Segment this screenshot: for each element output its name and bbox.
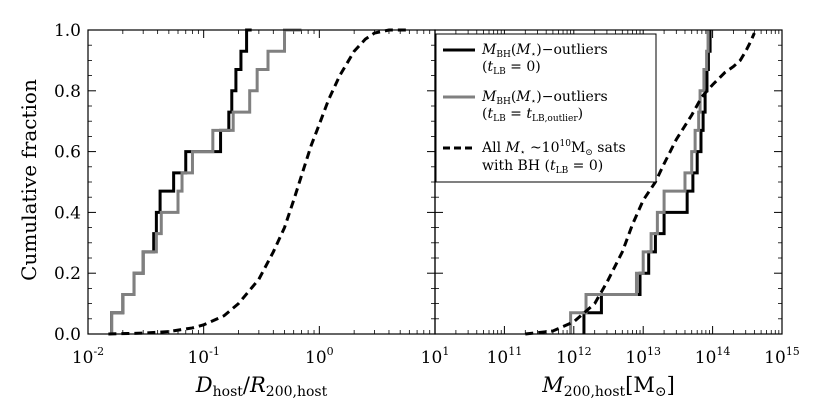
x-axis-label-left: Dhost/R200,host: [195, 373, 328, 400]
legend-entry-3-sub: with BH (tLB = 0): [482, 158, 603, 176]
legend-entry-1-sub: (tLB = 0): [482, 59, 541, 77]
x-tick-label: 101: [421, 345, 450, 368]
axis-ticks: [87, 29, 436, 335]
y-tick-label: 0.4: [54, 203, 81, 223]
left-panel: 0.0 0.2 0.4 0.6 0.8 1.0 10-2 10-1 100 101 Dhost/…: [54, 21, 449, 400]
outliers-tlb-outlier-line: [569, 30, 710, 334]
x-axis-label-right: M200,host[M⊙]: [541, 373, 675, 400]
x-tick-label: 1012: [556, 345, 592, 368]
y-tick-label: 0.8: [54, 82, 81, 102]
legend-entry-2: MBH(M⋆)−outliers (tLB = tLB,outlier): [443, 89, 608, 124]
legend-entry-2-label: MBH(M⋆)−outliers: [481, 89, 608, 107]
series-lines: [525, 30, 756, 336]
y-tick-label: 1.0: [54, 21, 81, 41]
x-tick-label: 1011: [487, 345, 523, 368]
series-lines: [108, 28, 410, 336]
x-tick-label: 1015: [764, 345, 800, 368]
outliers-tlb-outlier-line: [110, 28, 302, 334]
outliers-tlb0-line: [582, 30, 712, 334]
right-panel: 1011 1012 1013 1014 1015 M200,host[M⊙]: [434, 29, 800, 400]
legend-entry-1-label: MBH(M⋆)−outliers: [481, 42, 608, 60]
legend-entry-1: MBH(M⋆)−outliers (tLB = 0): [443, 42, 608, 77]
x-tick-label: 10-2: [72, 345, 104, 368]
x-tick-labels: 1011 1012 1013 1014 1015: [487, 345, 800, 368]
axes-frame: [434, 29, 783, 335]
y-tick-label: 0.6: [54, 143, 81, 163]
y-tick-label: 0.0: [54, 325, 81, 345]
all-satellites-line: [525, 32, 756, 336]
y-tick-label: 0.2: [54, 264, 81, 284]
x-tick-label: 100: [305, 345, 334, 368]
legend-entry-3: All M⋆ ~1010M⊙ sats with BH (tLB = 0): [443, 139, 626, 176]
x-tick-labels: 10-2 10-1 100 101: [72, 345, 450, 368]
legend-entry-2-sub: (tLB = tLB,outlier): [482, 106, 583, 124]
x-tick-label: 10-1: [187, 345, 219, 368]
legend-entry-3-label: All M⋆ ~1010M⊙ sats: [481, 139, 626, 158]
y-axis-label: Cumulative fraction: [17, 79, 41, 281]
x-tick-label: 1013: [625, 345, 661, 368]
all-satellites-line: [108, 28, 410, 336]
axes-frame: [87, 29, 436, 335]
y-tick-labels: 0.0 0.2 0.4 0.6 0.8 1.0: [54, 21, 81, 345]
legend: MBH(M⋆)−outliers (tLB = 0) MBH(M⋆)−outli…: [435, 33, 657, 183]
x-tick-label: 1014: [695, 345, 731, 368]
